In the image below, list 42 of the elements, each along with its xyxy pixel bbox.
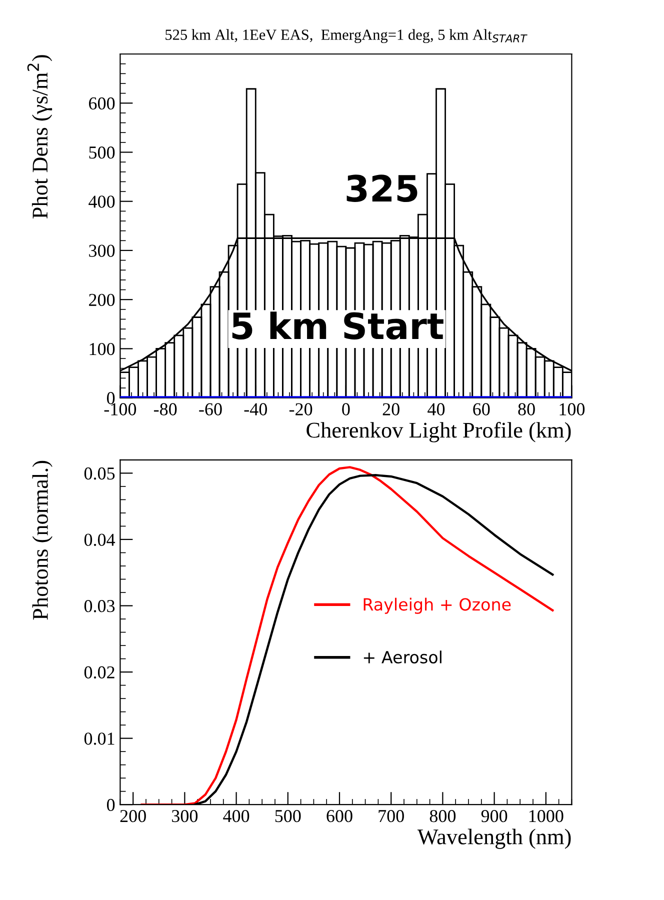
y-tick-label: 0.05 (84, 467, 115, 480)
x-tick-label: 20 (382, 403, 400, 416)
annotation: 325 (346, 174, 418, 202)
legend-label: Rayleigh + Ozone (364, 598, 511, 614)
y-tick-label: 100 (90, 342, 115, 356)
y-tick-label: 0.03 (84, 600, 115, 612)
y-axis-title: Phot Dens (γs/m$^{2}$) (27, 55, 52, 218)
y-tick-label: 0.01 (84, 732, 114, 745)
x-tick-label: 900 (481, 810, 508, 822)
y-tick-label: 300 (89, 244, 115, 257)
x-axis-title: Wavelength (nm) (417, 828, 571, 849)
x-tick-label: 100 (560, 403, 585, 416)
y-tick-label: 0 (106, 798, 115, 812)
y-tick-label: 200 (89, 294, 115, 306)
y-tick-label: 400 (88, 196, 115, 208)
annotation: 5 km Start (232, 312, 444, 340)
x-tick-label: 700 (378, 810, 404, 822)
x-tick-label: 300 (172, 810, 198, 822)
y-tick-label: 600 (89, 97, 115, 110)
x-tick-label: 40 (428, 403, 445, 416)
y-tick-label: 0.04 (84, 534, 116, 546)
y-tick-label: 500 (89, 146, 115, 159)
x-tick-label: -40 (244, 403, 267, 416)
chart-title: 525 km Alt, 1EeV EAS, EmergAng=1 deg, 5 km Alt$_{START}$ (166, 29, 528, 44)
x-tick-label: 500 (275, 810, 301, 822)
x-tick-label: -20 (289, 403, 312, 416)
y-axis-title: Photons (normal.) (32, 460, 52, 620)
legend-label: + Aerosol (364, 650, 442, 664)
x-tick-label: 400 (223, 810, 250, 822)
x-tick-label: 1000 (529, 810, 564, 822)
x-tick-label: 60 (473, 403, 490, 416)
y-tick-label: 0.02 (84, 666, 114, 679)
x-tick-label: 0 (342, 403, 350, 416)
y-tick-label: 0 (106, 392, 115, 404)
x-tick-label: -80 (154, 403, 177, 416)
x-tick-label: -100 (104, 403, 136, 416)
x-tick-label: 800 (430, 810, 456, 822)
x-tick-label: -60 (199, 403, 222, 416)
x-tick-label: 200 (120, 810, 146, 822)
x-tick-label: 80 (518, 403, 535, 416)
x-axis-title: Cherenkov Light Profile (km) (306, 422, 571, 442)
x-tick-label: 600 (326, 810, 352, 822)
